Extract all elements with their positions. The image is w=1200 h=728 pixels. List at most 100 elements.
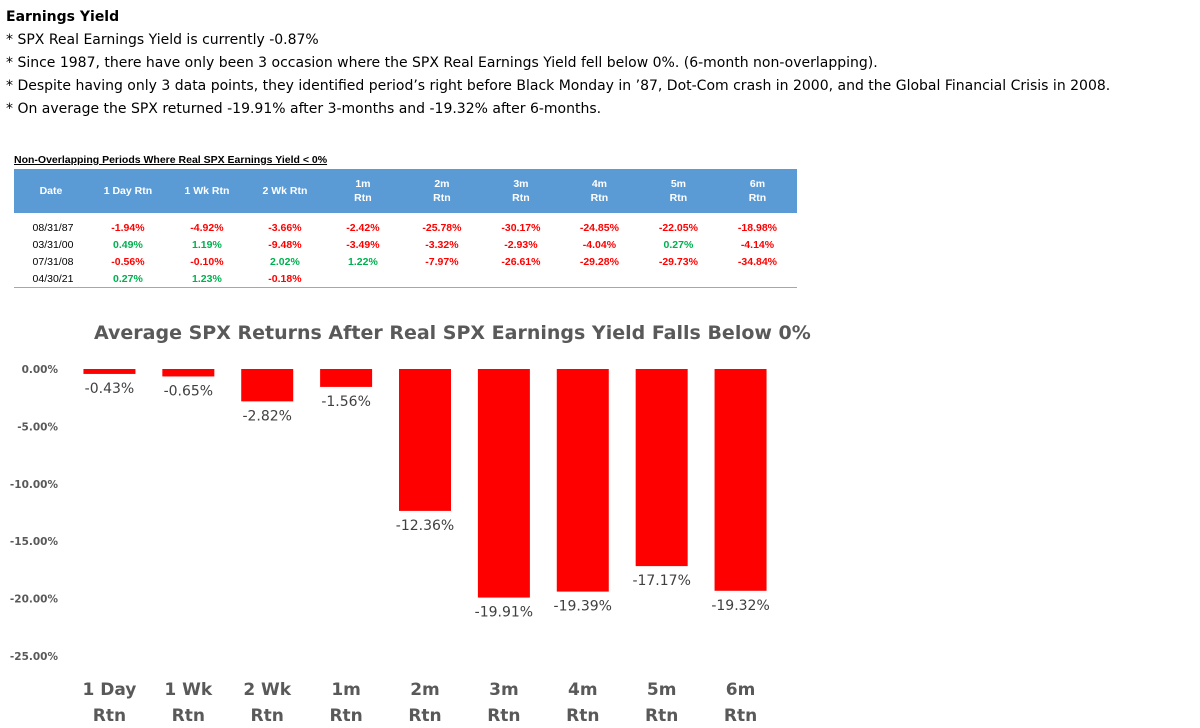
data-label: -0.65% [164, 383, 214, 399]
data-label: -12.36% [396, 518, 454, 534]
row-date: 08/31/87 [32, 221, 74, 234]
chart-title: Average SPX Returns After Real SPX Earni… [94, 322, 811, 344]
return-cell: -3.32% [425, 238, 459, 251]
table-header-row: Date 1 Day Rtn 1 Wk Rtn 2 Wk Rtn 1m Rtn 2… [14, 169, 797, 213]
table-title: Non-Overlapping Periods Where Real SPX E… [14, 154, 328, 166]
data-label: -19.91% [475, 605, 533, 621]
return-cell: -34.84% [737, 255, 777, 268]
return-cell: -29.73% [658, 255, 698, 268]
header-label: 2 Wk Rtn [262, 185, 308, 197]
x-tick-label: 5m [647, 680, 677, 700]
return-cell: -9.48% [268, 238, 302, 251]
bar [162, 369, 215, 377]
notes-section: Earnings Yield * SPX Real Earnings Yield… [6, 6, 1110, 121]
return-cell: -0.10% [190, 255, 224, 268]
data-label: -0.43% [85, 381, 135, 397]
bar [477, 369, 530, 598]
header-label: 5m [670, 178, 686, 190]
return-cell: -18.98% [737, 221, 777, 234]
return-cell: 1.19% [192, 238, 222, 251]
table-body: 08/31/87 -1.94% -4.92% -3.66% -2.42% -25.78% -… [14, 213, 797, 288]
bar [241, 369, 294, 402]
return-cell: 2.02% [270, 255, 300, 268]
x-tick-label: Rtn [172, 706, 205, 726]
header-label: 1 Wk Rtn [184, 185, 230, 197]
header-label: Date [39, 185, 63, 197]
x-tick-label: Rtn [408, 706, 441, 726]
return-cell: 0.27% [87, 270, 168, 288]
data-label: -19.39% [554, 599, 612, 615]
return-cell: -24.85% [579, 221, 619, 234]
bars [83, 369, 767, 598]
header-2m: 2m Rtn [401, 169, 482, 213]
header-1-wk: 1 Wk Rtn [167, 169, 246, 213]
return-cell [481, 270, 560, 288]
x-tick-label: 1 Day [82, 680, 136, 700]
return-cell: -0.18% [245, 270, 324, 288]
header-label: Rtn [590, 192, 609, 204]
y-tick-label: -25.00% [10, 651, 59, 663]
data-label: -1.56% [321, 394, 371, 410]
header-6m: 6m Rtn [717, 169, 797, 213]
return-cell: -4.92% [190, 221, 224, 234]
table-row: 07/31/08 -0.56% -0.10% 2.02% 1.22% -7.97% -26.… [14, 253, 797, 270]
x-tick-label: 3m [489, 680, 519, 700]
return-cell: -29.28% [579, 255, 619, 268]
row-date: 04/30/21 [14, 270, 88, 288]
header-2-wk: 2 Wk Rtn [245, 169, 324, 213]
x-tick-label: Rtn [724, 706, 757, 726]
x-tick-label: 1 Wk [164, 680, 212, 700]
y-tick-label: -10.00% [10, 479, 59, 491]
bar [320, 369, 373, 387]
row-date: 03/31/00 [32, 238, 74, 251]
x-tick-label: 2 Wk [243, 680, 291, 700]
header-label: Rtn [669, 192, 688, 204]
x-axis-labels: 1 Day Rtn 1 Wk Rtn 2 Wk Rtn 1m Rtn 2m Rtn 3m Rtn 4m R… [82, 680, 757, 726]
return-cell: -22.05% [658, 221, 698, 234]
data-labels: -0.43% -0.65% -2.82% -1.56% -12.36% -19.91% -1… [85, 381, 770, 621]
return-cell [559, 270, 639, 288]
data-label: -2.82% [242, 408, 292, 424]
return-cell: -4.14% [740, 238, 775, 251]
note-line: * On average the SPX returned -19.91% af… [6, 101, 602, 117]
return-cell: 1.23% [167, 270, 246, 288]
note-line: * Despite having only 3 data points, the… [6, 78, 1111, 94]
notes-heading: Earnings Yield [6, 9, 120, 25]
returns-table: Date 1 Day Rtn 1 Wk Rtn 2 Wk Rtn 1m Rtn 2… [14, 169, 797, 288]
x-tick-label: Rtn [329, 706, 362, 726]
header-label: Rtn [354, 192, 372, 204]
table-row: 08/31/87 -1.94% -4.92% -3.66% -2.42% -25.78% -… [14, 213, 797, 236]
data-label: -17.17% [632, 573, 690, 589]
return-cell: -25.78% [422, 221, 462, 234]
return-cell: -26.61% [501, 255, 541, 268]
header-label: 1m [355, 178, 371, 190]
header-1-day: 1 Day Rtn [87, 169, 168, 213]
header-label: Rtn [512, 192, 530, 204]
return-cell: 0.49% [113, 238, 143, 251]
header-date: Date [14, 169, 88, 213]
header-label: 3m [513, 178, 529, 190]
return-cell: -7.97% [425, 255, 459, 268]
bar [635, 369, 688, 567]
header-5m: 5m Rtn [638, 169, 718, 213]
header-label: Rtn [433, 192, 451, 204]
bar [556, 369, 609, 592]
x-tick-label: Rtn [566, 706, 599, 726]
note-line: * Since 1987, there have only been 3 occ… [6, 55, 878, 71]
header-label: 1 Day Rtn [103, 185, 153, 197]
header-1m: 1m Rtn [323, 169, 402, 213]
bar [714, 369, 767, 591]
y-tick-label: -15.00% [10, 536, 59, 548]
return-cell [401, 270, 482, 288]
x-tick-label: Rtn [251, 706, 284, 726]
x-tick-label: 1m [331, 680, 361, 700]
note-line: * SPX Real Earnings Yield is currently -… [6, 32, 319, 48]
return-cell: -1.94% [111, 221, 145, 234]
x-tick-label: Rtn [93, 706, 126, 726]
return-cell: -3.66% [268, 221, 302, 234]
y-tick-label: 0.00% [22, 364, 59, 376]
return-cell: -30.17% [501, 221, 541, 234]
bar-chart: 0.00%-5.00%-10.00%-15.00%-20.00%-25.00% … [10, 364, 770, 726]
return-cell [323, 270, 402, 288]
x-tick-label: Rtn [487, 706, 520, 726]
